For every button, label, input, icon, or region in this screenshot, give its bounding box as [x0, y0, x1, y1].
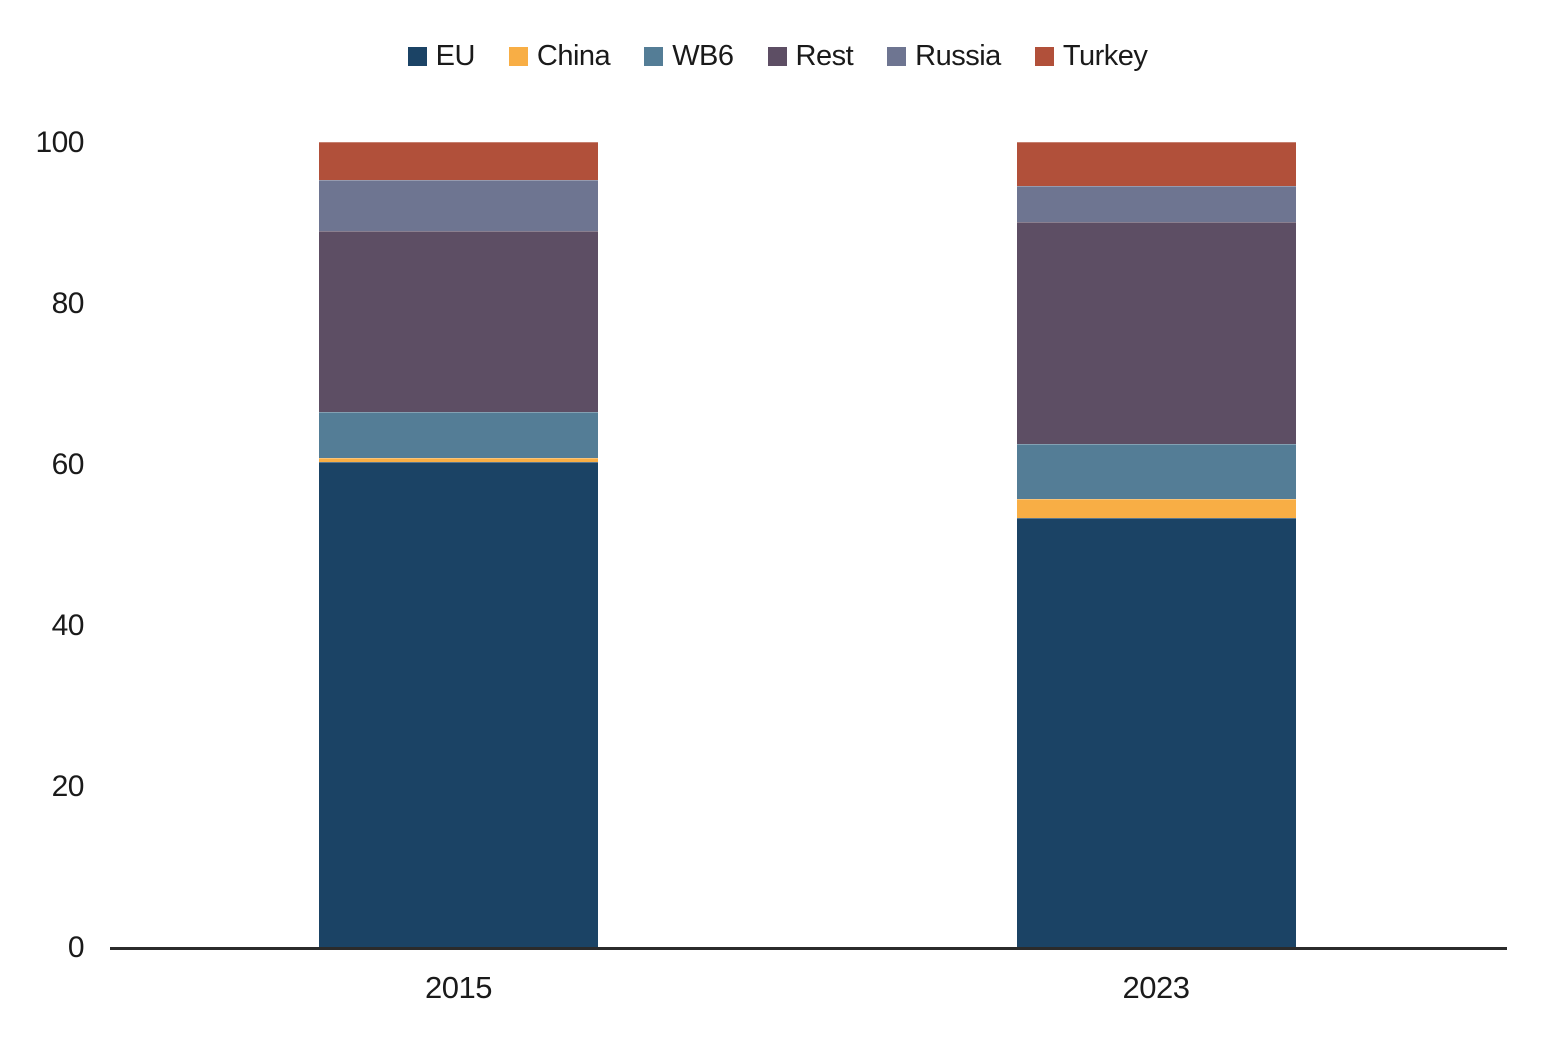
legend-label: Turkey — [1062, 40, 1148, 72]
stacked-bar-2015 — [319, 142, 598, 947]
bar-segment-wb6-2023 — [1016, 443, 1296, 499]
legend-item-eu: EU — [407, 40, 476, 72]
legend-swatch-icon — [508, 47, 528, 66]
bar-segment-rest-2023 — [1016, 221, 1296, 444]
legend-label: China — [536, 40, 611, 72]
legend-item-china: China — [508, 40, 611, 72]
y-tick-label: 0 — [67, 931, 85, 964]
legend-item-wb6: WB6 — [644, 40, 734, 72]
bar-segment-turkey-2015 — [319, 142, 598, 180]
bar-segment-china-2015 — [319, 457, 598, 462]
y-tick-label: 80 — [51, 287, 85, 320]
legend-label: EU — [435, 40, 476, 72]
bar-segment-turkey-2023 — [1016, 142, 1296, 186]
y-tick-label: 100 — [35, 126, 84, 159]
chart-legend: EU China WB6 Rest Russia Turkey — [0, 42, 1555, 71]
legend-swatch-icon — [887, 47, 907, 66]
bar-segment-rest-2015 — [319, 230, 598, 412]
legend-swatch-icon — [644, 47, 664, 66]
x-axis-line — [110, 947, 1507, 950]
legend-item-turkey: Turkey — [1034, 40, 1148, 72]
legend-label: Rest — [795, 40, 854, 72]
x-category-label: 2023 — [1122, 970, 1190, 1005]
legend-item-rest: Rest — [767, 40, 854, 72]
bar-segment-russia-2015 — [319, 179, 598, 231]
stacked-bar-2023 — [1016, 142, 1296, 947]
bar-segment-wb6-2015 — [319, 411, 598, 458]
bar-segment-eu-2015 — [319, 461, 598, 947]
bar-segment-russia-2023 — [1016, 185, 1296, 222]
x-category-label: 2015 — [425, 970, 492, 1005]
bar-segment-china-2023 — [1016, 498, 1296, 518]
legend-swatch-icon — [1034, 47, 1054, 66]
y-tick-label: 20 — [51, 770, 85, 803]
legend-swatch-icon — [407, 47, 427, 66]
legend-label: Russia — [915, 40, 1001, 72]
y-tick-label: 60 — [51, 448, 85, 481]
legend-item-russia: Russia — [887, 42, 1001, 71]
legend-swatch-icon — [767, 47, 787, 66]
y-tick-label: 40 — [51, 609, 85, 642]
bar-segment-eu-2023 — [1016, 517, 1296, 947]
legend-label: WB6 — [672, 40, 734, 72]
